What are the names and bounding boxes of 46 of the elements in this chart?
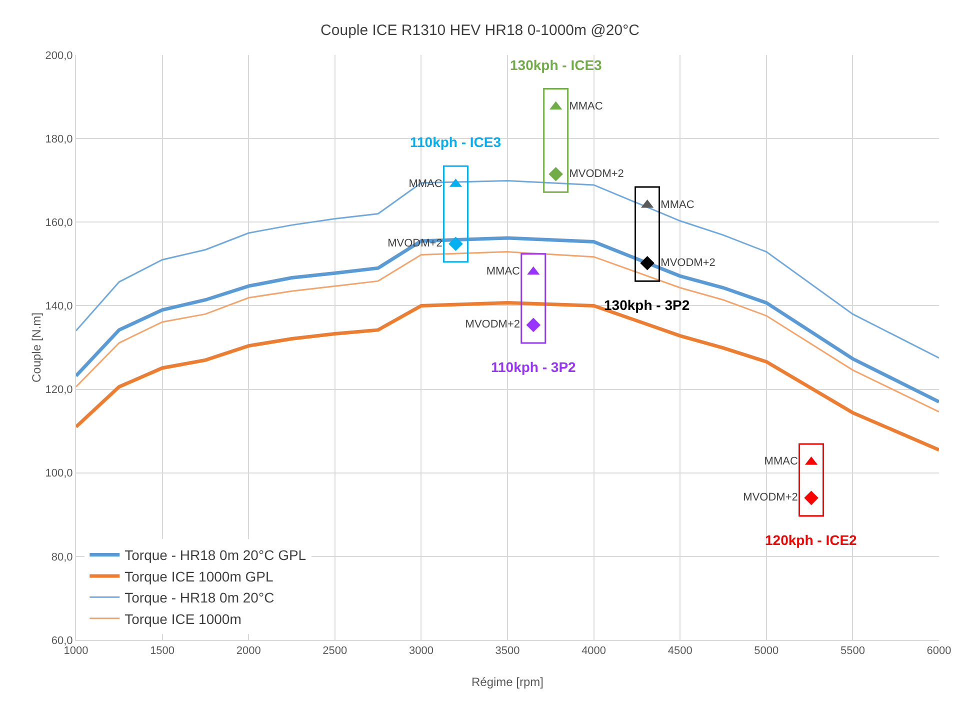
y-tick-label: 80,0	[51, 551, 73, 564]
text: 120kph - ICE2	[765, 532, 858, 548]
y-tick-label: 140,0	[45, 300, 73, 313]
x-tick-label: 1000	[64, 645, 88, 658]
data-label: MMAC	[764, 456, 804, 468]
y-tick-label: 100,0	[45, 468, 73, 480]
x-tick-label: 5500	[840, 645, 865, 658]
y-tick-label: 120,0	[45, 384, 73, 396]
y-axis-title: Couple [N.m]	[29, 312, 44, 383]
legend-label: Torque ICE 1000m GPL	[124, 568, 274, 584]
legend-label: Torque ICE 1000m	[124, 610, 242, 627]
legend-label: Torque - HR18 0m 20°C	[124, 590, 274, 606]
data-label: MVODM+2	[465, 318, 526, 331]
text: 130kph - 3P2	[604, 297, 690, 313]
point	[548, 166, 563, 182]
point	[526, 318, 541, 332]
data-label: MMAC	[655, 198, 694, 211]
text: 110kph - 3P2	[491, 359, 576, 375]
data-label: MMAC	[486, 266, 526, 278]
y-tick-label: 200,0	[45, 50, 73, 62]
x-tick-label: 5000	[754, 645, 779, 658]
x-tick-label: 2500	[322, 645, 348, 658]
y-tick-label: 180,0	[45, 133, 73, 146]
x-tick-label: 2000	[236, 645, 261, 658]
x-tick-label: 4500	[668, 645, 692, 658]
line-series	[76, 180, 939, 359]
y-tick-label: 160,0	[45, 216, 73, 229]
data-label: MMAC	[564, 100, 603, 113]
chart-title: Couple ICE R1310 HEV HR18 0-1000m @20°C	[320, 22, 640, 40]
point	[804, 490, 818, 506]
x-tick-label: 3000	[408, 645, 434, 658]
point	[448, 236, 463, 252]
x-tick-label: 4000	[582, 645, 606, 658]
line-series	[76, 301, 939, 452]
x-axis-title: Régime [rpm]	[471, 675, 544, 689]
data-label: MVODM+2	[743, 492, 804, 504]
text: 110kph - ICE3	[410, 134, 502, 150]
x-tick-label: 6000	[926, 645, 952, 658]
text: 130kph - ICE3	[510, 57, 602, 73]
data-label: MVODM+2	[655, 256, 716, 269]
data-label: MVODM+2	[564, 168, 624, 180]
point	[640, 256, 654, 270]
x-tick-label: 1500	[150, 645, 175, 658]
y-tick-label: 60,0	[51, 634, 73, 647]
x-tick-label: 3500	[495, 645, 520, 658]
legend-label: Torque - HR18 0m 20°C GPL	[124, 547, 306, 564]
